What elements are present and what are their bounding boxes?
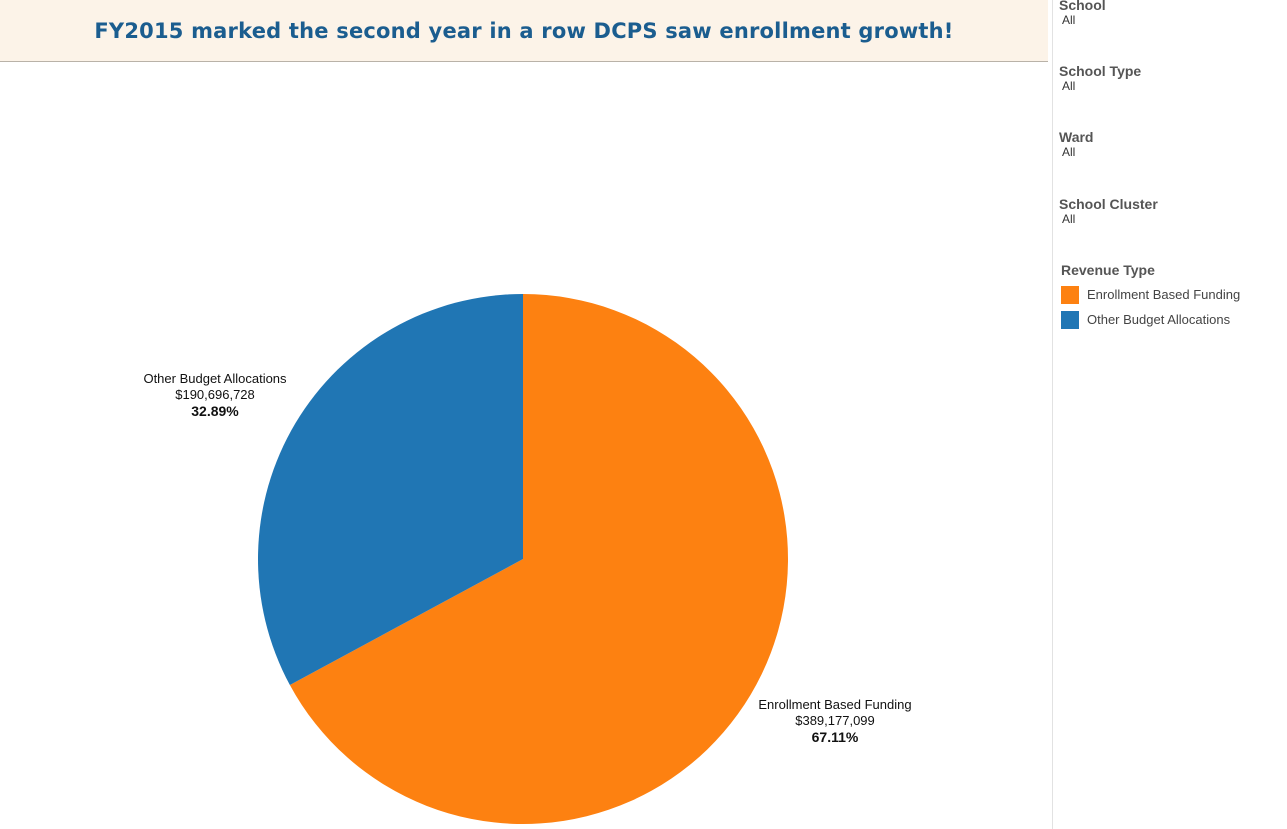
slice-label-percent: 32.89% [191,403,239,419]
slice-label-other: Other Budget Allocations $190,696,728 32… [115,371,315,419]
pie-slice-enrollment-based-funding[interactable] [289,294,788,824]
filter-value[interactable]: All [1062,145,1076,159]
filter-label: Ward [1059,129,1094,145]
legend-title: Revenue Type [1061,262,1155,278]
slice-label-enrollment: Enrollment Based Funding $389,177,099 67… [735,697,935,745]
filter-label: School Type [1059,63,1142,79]
pie-slice-other-budget-allocations[interactable] [258,294,523,685]
legend-item-other[interactable]: Other Budget Allocations [1061,307,1240,332]
filter-value[interactable]: All [1062,212,1076,226]
filter-label: School Cluster [1059,196,1158,212]
pie-chart [258,294,788,824]
slice-label-percent: 67.11% [811,729,859,745]
legend-label: Enrollment Based Funding [1087,287,1241,302]
legend-swatch [1061,310,1079,329]
panel-divider [1052,0,1053,829]
legend-label: Other Budget Allocations [1087,312,1231,327]
dashboard-title: FY2015 marked the second year in a row D… [94,18,954,43]
filter-ward[interactable]: Ward All [1059,129,1093,160]
slice-label-amount: $190,696,728 [175,387,255,402]
slice-label-name: Enrollment Based Funding [758,697,912,712]
title-banner: FY2015 marked the second year in a row D… [0,0,1048,62]
legend-swatch [1061,285,1079,304]
filter-label: School [1059,0,1106,13]
filter-school-type[interactable]: School Type All [1059,63,1141,94]
slice-label-amount: $389,177,099 [795,713,875,728]
legend-item-enrollment[interactable]: Enrollment Based Funding [1061,282,1240,307]
filter-value[interactable]: All [1062,13,1076,27]
slice-label-name: Other Budget Allocations [143,371,287,386]
filter-value[interactable]: All [1062,79,1076,93]
filter-school-cluster[interactable]: School Cluster All [1059,196,1158,227]
filter-school[interactable]: School All [1059,0,1106,28]
legend: Revenue Type Enrollment Based Funding Ot… [1061,262,1240,332]
